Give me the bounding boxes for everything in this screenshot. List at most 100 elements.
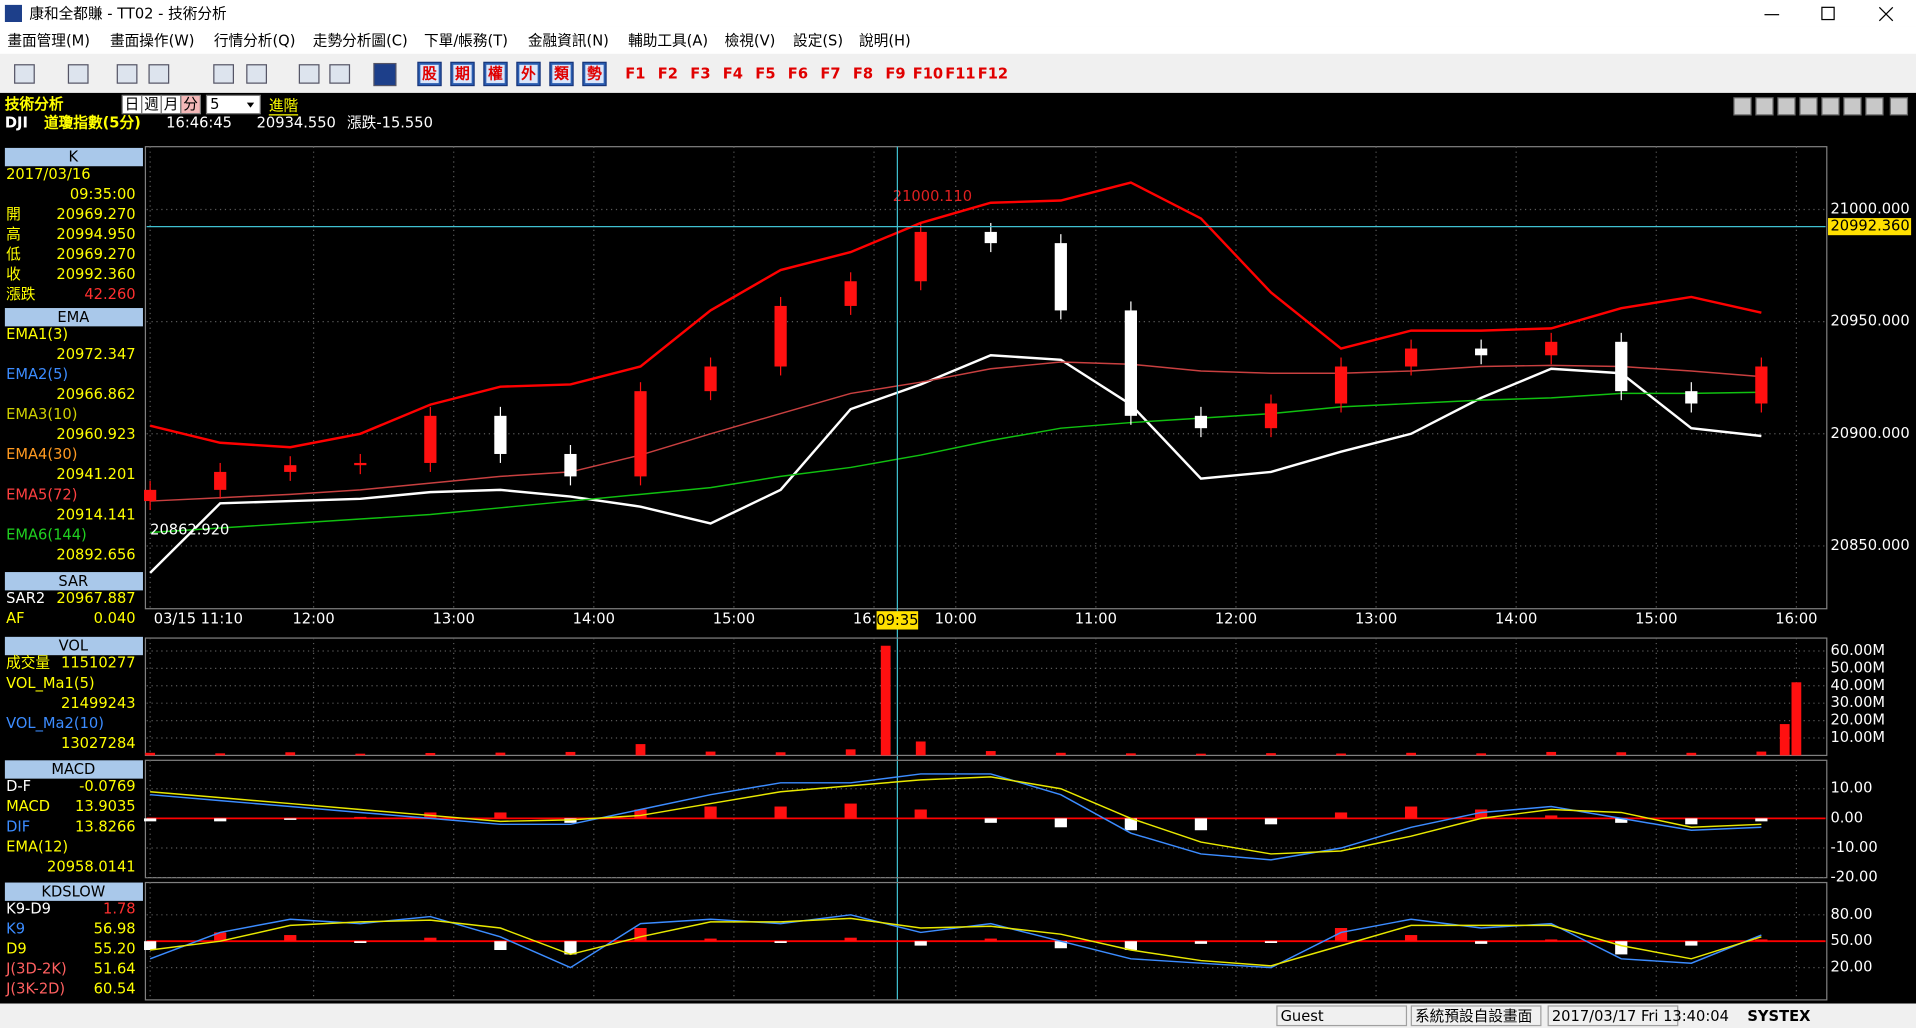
menu-item[interactable]: 行情分析(Q) [214, 33, 296, 50]
menu-item[interactable]: 檢視(V) [725, 33, 776, 50]
annotation: 20862.920 [150, 521, 229, 538]
function-key[interactable]: F10 [913, 66, 943, 83]
histogram-bar [774, 806, 787, 819]
info-value: 13.9035 [75, 798, 136, 815]
candle-body [1334, 366, 1348, 404]
function-key[interactable]: F9 [885, 66, 905, 83]
info-label: SAR2 [6, 590, 45, 607]
candle-body [844, 281, 857, 306]
stock-button-face [420, 64, 439, 84]
candle-body [774, 305, 787, 367]
stock-button-label[interactable]: 外 [520, 65, 536, 83]
volume-bar [565, 751, 576, 756]
period-button[interactable] [180, 94, 202, 115]
menu-item[interactable]: 設定(S) [793, 33, 843, 50]
stock-button-label[interactable]: 勢 [587, 65, 602, 83]
cursor-y-box [1828, 218, 1912, 236]
annotation: 21000.110 [893, 188, 972, 205]
interval-select[interactable] [205, 94, 261, 115]
symbol: DJI [5, 114, 28, 131]
function-key[interactable]: F4 [723, 66, 743, 83]
y-tick-label: 20.00M [1830, 712, 1885, 729]
histogram-bar [1054, 941, 1067, 949]
histogram-bar [1545, 939, 1558, 942]
info-value: 20914.141 [56, 506, 135, 523]
function-key[interactable]: F8 [853, 66, 873, 83]
panel-tools [1733, 97, 1909, 116]
menu-item[interactable]: 畫面管理(M) [7, 33, 90, 50]
function-key[interactable]: F5 [755, 66, 775, 83]
info-value: 20972.347 [56, 346, 135, 363]
histogram-bar [284, 818, 297, 820]
function-key[interactable]: F3 [690, 66, 710, 83]
volume-bar [635, 744, 646, 756]
info-label: EMA1(3) [6, 326, 68, 343]
interval-value[interactable]: 5 [210, 96, 219, 113]
period-label[interactable]: 日 [125, 96, 140, 113]
period-label[interactable]: 週 [144, 96, 159, 113]
volume-bar [1546, 751, 1557, 756]
stock-button-label[interactable]: 股 [422, 66, 437, 83]
y-tick-label: 20950.000 [1830, 313, 1909, 330]
maximize-button[interactable] [1821, 6, 1835, 21]
info-section-title: SAR [58, 573, 88, 590]
y-tick-label: 21000.000 [1830, 200, 1909, 217]
indicator-line [149, 914, 1762, 969]
histogram-bar [634, 809, 647, 819]
function-key[interactable]: F6 [788, 66, 808, 83]
x-tick-label: 12:00 [1215, 611, 1257, 628]
menu-item[interactable]: 輔助工具(A) [628, 33, 708, 50]
candle-body [1054, 243, 1067, 311]
info-label: MACD [6, 798, 50, 815]
candle-body [1475, 348, 1488, 356]
volume-bar [1791, 682, 1802, 756]
function-key[interactable]: F7 [820, 66, 840, 83]
volume-bar [1196, 753, 1206, 756]
volume-bar [1406, 752, 1416, 756]
stock-button-label[interactable]: 期 [455, 65, 470, 83]
y-tick-label: -10.00 [1830, 839, 1877, 856]
x-tick-label: 14:00 [573, 611, 615, 628]
histogram-bar [1124, 941, 1137, 951]
menu-item[interactable]: 畫面操作(W) [110, 33, 195, 50]
workspace [0, 92, 1916, 1004]
histogram-bar [1755, 818, 1768, 822]
stock-button-label[interactable]: 類 [553, 66, 569, 83]
function-key[interactable]: F2 [658, 66, 678, 83]
menu-item[interactable]: 金融資訊(N) [528, 33, 609, 50]
info-value: 13.8266 [75, 818, 136, 835]
stock-button-face [453, 64, 472, 84]
stock-button-label[interactable]: 權 [488, 65, 503, 83]
info-label: EMA5(72) [6, 486, 77, 503]
close-button[interactable] [1878, 6, 1894, 22]
histogram-bar [984, 938, 997, 942]
info-label: 漲跌 [6, 286, 36, 303]
histogram-bar [774, 941, 787, 943]
function-key[interactable]: F11 [945, 66, 975, 83]
info-value: 21499243 [61, 695, 136, 712]
quote-price: 20934.550 [257, 114, 336, 131]
function-key[interactable]: F12 [978, 66, 1008, 83]
menu-item[interactable]: 走勢分析圖(C) [313, 33, 408, 50]
info-section-header [4, 760, 143, 779]
candle-body [1755, 366, 1768, 404]
info-value: 13027284 [61, 735, 136, 752]
function-key[interactable]: F1 [625, 66, 645, 83]
info-value: 20966.862 [56, 386, 135, 403]
histogram-bar [214, 818, 227, 822]
period-label[interactable]: 月 [164, 96, 179, 113]
y-tick-label: 20850.000 [1830, 537, 1909, 554]
info-value: -0.0769 [79, 778, 136, 795]
period-label[interactable]: 分 [183, 96, 198, 113]
advanced-link[interactable]: 進階 [269, 97, 299, 114]
menu-item[interactable]: 說明(H) [859, 33, 911, 50]
histogram-bar [1404, 806, 1418, 819]
info-label: 開 [6, 206, 21, 223]
candle-body [1194, 415, 1208, 429]
symbol-name: 道瓊指數(5分) [44, 113, 141, 131]
toolbar-icons [14, 62, 397, 87]
menu-item[interactable]: 下單/帳務(T) [424, 33, 508, 50]
info-label: K9-D9 [6, 900, 51, 917]
volume-bar [145, 752, 156, 756]
info-value: 0.040 [94, 610, 136, 627]
